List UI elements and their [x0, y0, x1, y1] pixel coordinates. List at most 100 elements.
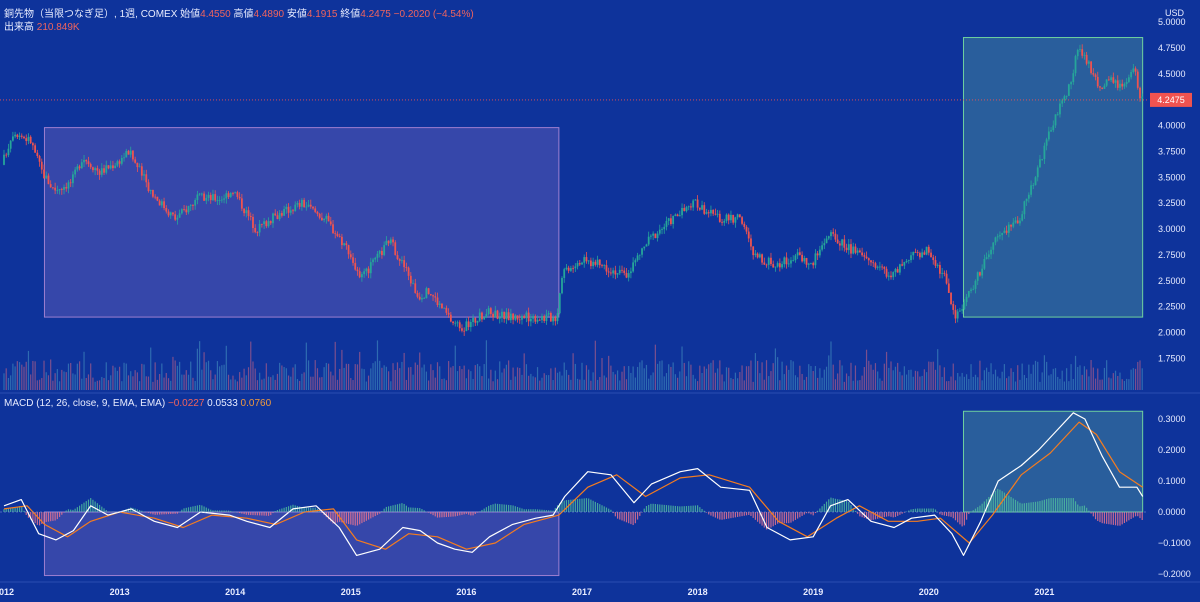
volume-bar	[74, 374, 76, 390]
macd-hist-bar	[5, 508, 7, 512]
volume-bar	[899, 371, 901, 390]
volume-bar	[147, 376, 150, 390]
symbol-name[interactable]: 銅先物（当限つなぎ足）	[4, 9, 114, 20]
volume-bar	[712, 360, 714, 390]
volume-bar	[694, 378, 696, 390]
price-tick-label: 5.0000	[1158, 17, 1186, 27]
volume-bar	[957, 372, 959, 390]
volume-bar	[903, 366, 905, 390]
macd-hist-bar	[1090, 512, 1092, 514]
macd-hist-bar	[899, 512, 901, 515]
volume-bar	[485, 340, 488, 390]
volume-bar	[183, 374, 185, 390]
macd-hist-bar	[1099, 512, 1101, 523]
volume-bar	[490, 369, 492, 390]
candle-body	[543, 316, 546, 321]
macd-hist-bar	[957, 512, 959, 523]
macd-hist-bar	[963, 512, 965, 526]
macd-hist-bar	[1010, 496, 1012, 512]
volume-bar	[837, 373, 839, 390]
volume-bar	[568, 374, 570, 390]
macd-title: MACD (12, 26, close, 9, EMA, EMA)	[4, 398, 166, 409]
volume-bar	[290, 376, 292, 390]
volume-bar	[1108, 377, 1110, 390]
macd-hist-bar	[139, 510, 141, 512]
candle-body	[341, 236, 343, 246]
macd-header[interactable]: MACD (12, 26, close, 9, EMA, EMA) −0.022…	[4, 398, 271, 409]
macd-hist-bar	[114, 511, 116, 513]
candle-body	[572, 268, 575, 269]
volume-bar	[772, 363, 774, 390]
volume-bar	[668, 364, 670, 390]
macd-hist-bar	[152, 512, 154, 515]
time-tick-label: 2014	[225, 587, 245, 597]
volume-bar	[296, 379, 299, 390]
volume-bar	[1032, 364, 1034, 390]
macd-hist-bar	[436, 512, 439, 518]
interval[interactable]: 1週	[119, 9, 136, 20]
macd-hist-bar	[23, 510, 25, 512]
volume-bar	[14, 366, 16, 390]
volume-bar	[18, 362, 21, 390]
macd-hist-bar	[401, 503, 403, 512]
volume-bar	[156, 379, 158, 390]
candle-body	[416, 292, 419, 297]
macd-hist-bar	[619, 512, 621, 520]
macd-hist-bar	[319, 510, 321, 512]
macd-signal-line	[3, 421, 1144, 550]
candle-body	[1090, 61, 1092, 74]
candle-body	[1021, 214, 1024, 221]
candle-body	[394, 242, 397, 256]
volume-bar	[763, 379, 765, 390]
candle-body	[979, 272, 981, 276]
volume-bar	[921, 375, 923, 390]
volume-bar	[103, 378, 105, 390]
macd-hist-bar	[750, 512, 752, 516]
candle-body	[990, 249, 992, 255]
candle-body	[830, 232, 832, 237]
volume-bar	[563, 362, 565, 390]
candle-body	[616, 273, 619, 275]
candle-body	[220, 199, 223, 201]
candle-body	[992, 242, 995, 250]
volume-bar	[979, 360, 981, 390]
volume-bar	[365, 381, 367, 390]
macd-hist-bar	[850, 504, 852, 512]
candle-body	[269, 221, 272, 224]
macd-hist-bar	[50, 512, 52, 522]
volume-bar	[1054, 368, 1057, 390]
macd-hist-bar	[592, 500, 594, 512]
macd-hist-bar	[43, 512, 45, 523]
volume-bar	[505, 364, 508, 390]
macd-hist-bar	[748, 512, 750, 515]
volume-bar	[508, 360, 510, 390]
candle-body	[534, 316, 537, 322]
candle-body	[943, 272, 946, 274]
macd-hist-bar	[1081, 505, 1083, 512]
macd-hist-bar	[1037, 501, 1039, 512]
volume-bar	[423, 364, 425, 390]
volume-bar	[347, 363, 350, 390]
volume-bar	[114, 367, 116, 390]
macd-hist-bar	[185, 507, 187, 512]
volume-bar	[276, 373, 279, 390]
macd-hist-bar	[897, 512, 899, 516]
candle-body	[736, 214, 739, 218]
macd-hist-bar	[87, 499, 90, 512]
candle-body	[752, 246, 755, 256]
candle-body	[574, 266, 577, 269]
candle-body	[645, 244, 648, 247]
macd-hist-bar	[983, 501, 985, 512]
candle-body	[34, 145, 37, 153]
volume-bar	[901, 375, 903, 390]
volume-bar	[210, 370, 212, 390]
macd-hist-bar	[14, 506, 16, 512]
volume-bar	[479, 366, 481, 390]
volume-bar	[794, 375, 797, 390]
volume-bar	[372, 363, 374, 390]
volume-bar	[90, 363, 92, 390]
volume-bar	[1077, 366, 1079, 390]
candle-body	[463, 330, 466, 332]
candle-body	[196, 194, 199, 201]
candle-body	[176, 217, 179, 220]
